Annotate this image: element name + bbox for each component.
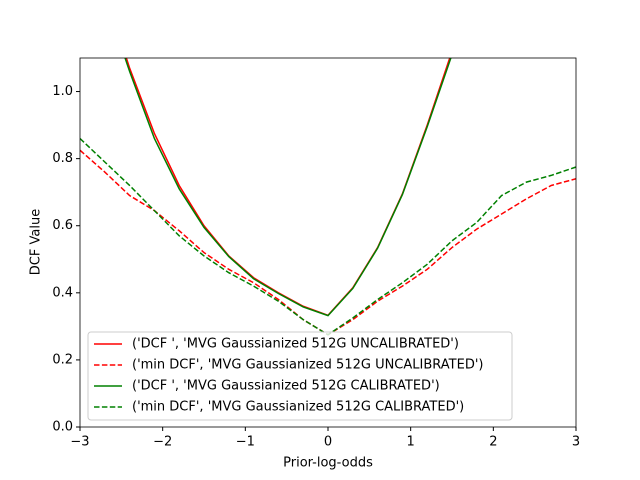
series-line (80, 149, 576, 336)
x-tick-label: −1 (236, 435, 255, 450)
plot-lines (80, 58, 576, 336)
legend-label: ('DCF ', 'MVG Gaussianized 512G CALIBRAT… (132, 379, 440, 394)
y-tick-label: 0.6 (52, 218, 73, 233)
legend-box (87, 331, 513, 421)
legend-label: ('min DCF', 'MVG Gaussianized 512G CALIB… (132, 400, 464, 415)
legend-label: ('min DCF', 'MVG Gaussianized 512G UNCAL… (132, 358, 483, 373)
x-tick-label: 3 (572, 435, 580, 450)
plot-frame (79, 57, 577, 428)
x-tick-label: −2 (153, 435, 172, 450)
y-tick-label: 0.8 (52, 151, 73, 166)
legend-label: ('DCF ', 'MVG Gaussianized 512G UNCALIBR… (132, 337, 459, 352)
y-tick-label: 0.4 (52, 285, 73, 300)
x-tick-label: 1 (407, 435, 415, 450)
y-tick-label: 0.0 (52, 420, 73, 435)
x-axis-label: Prior-log-odds (283, 456, 373, 471)
series-line (125, 58, 451, 317)
y-tick-label: 0.2 (52, 352, 73, 367)
x-tick-label: 0 (324, 435, 332, 450)
series-line (80, 137, 576, 336)
y-tick-label: 1.0 (52, 84, 73, 99)
x-tick-label: −3 (70, 435, 89, 450)
y-axis-label: DCF Value (29, 209, 44, 275)
x-tick-label: 2 (489, 435, 497, 450)
series-line (124, 58, 452, 317)
